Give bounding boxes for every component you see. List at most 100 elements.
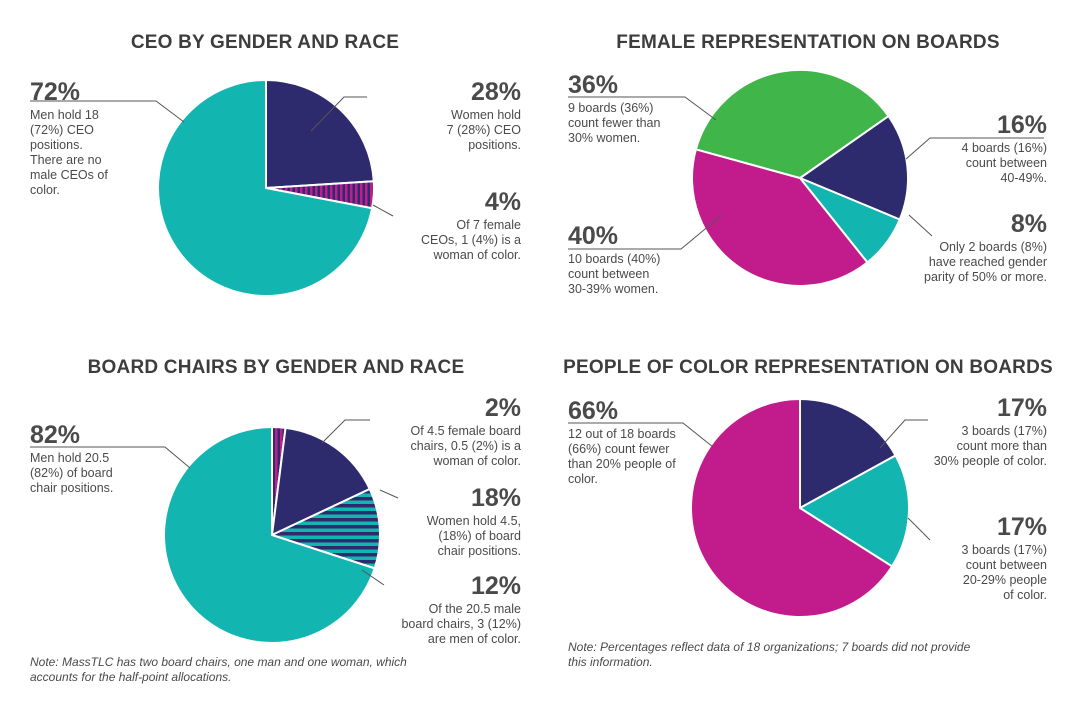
- slice-description-line: 12 out of 18 boards: [568, 427, 676, 441]
- leader-line: [568, 96, 717, 121]
- slice-label-2: 8% Only 2 boards (8%)have reached genderp…: [908, 210, 1047, 284]
- slice-percent: 16%: [997, 111, 1047, 139]
- slice-description-line: (72%) CEO: [30, 123, 94, 137]
- slice-description-line: count fewer than: [568, 116, 660, 130]
- slice-description-line: 7 (28%) CEO: [447, 123, 522, 137]
- leader-line: [321, 419, 370, 444]
- slice-label-3: 66% 12 out of 18 boards(66%) count fewert…: [568, 397, 714, 486]
- leader-line: [30, 100, 185, 123]
- slice-description-line: Men hold 20.5: [30, 451, 109, 465]
- slice-description-line: count between: [966, 558, 1047, 572]
- slice-description-line: 4 boards (16%): [962, 141, 1047, 155]
- chart-title: CEO BY GENDER AND RACE: [131, 32, 399, 53]
- slice-description-line: 30% people of color.: [934, 454, 1047, 468]
- pie-slice-1: [799, 398, 897, 509]
- slice-description-line: CEOs, 1 (4%) is a: [421, 233, 521, 247]
- slice-description-line: 20-29% people: [963, 573, 1047, 587]
- slice-percent: 82%: [30, 421, 80, 449]
- slice-description-line: chairs, 0.5 (2%) is a: [411, 439, 522, 453]
- slice-percent: 4%: [485, 188, 521, 216]
- slice-description-line: Men hold 18: [30, 108, 99, 122]
- slice-percent: 18%: [471, 484, 521, 512]
- leader-line: [30, 446, 191, 469]
- leader-line: [905, 137, 1044, 160]
- leader-line: [879, 419, 928, 449]
- pie-slice-2: [799, 454, 910, 568]
- slice-description-line: Of 7 female: [456, 218, 521, 232]
- slice-description-line: chair positions.: [438, 544, 521, 558]
- pie-chart-4: PEOPLE OF COLOR REPRESENTATION ON BOARDS…: [563, 357, 1053, 669]
- slice-description-line: of color.: [1003, 588, 1047, 602]
- leader-line: [372, 204, 394, 217]
- slice-description-line: color.: [30, 183, 60, 197]
- slice-description-line: (66%) count fewer: [568, 442, 669, 456]
- pie-slice-3: [691, 148, 869, 287]
- slice-description-line: board chairs, 3 (12%): [401, 617, 521, 631]
- pie-slice-1: [799, 115, 909, 221]
- pie-slice-3: [157, 79, 374, 297]
- chart-title: PEOPLE OF COLOR REPRESENTATION ON BOARDS: [563, 357, 1053, 378]
- slice-description-line: Women hold 4.5,: [427, 514, 521, 528]
- slice-description-line: Of the 20.5 male: [429, 602, 521, 616]
- slice-description-line: parity of 50% or more.: [924, 270, 1047, 284]
- slice-description-line: There are no: [30, 153, 102, 167]
- slice-description-line: count between: [568, 267, 649, 281]
- chart-note: accounts for the half-point allocations.: [30, 670, 231, 684]
- pie-slice-3: [271, 488, 381, 570]
- leader-line: [310, 96, 367, 132]
- pie-slice-3: [690, 398, 894, 618]
- leader-line: [907, 517, 931, 541]
- slice-description-line: woman of color.: [432, 248, 521, 262]
- slice-percent: 8%: [1011, 210, 1047, 238]
- leader-line: [908, 214, 933, 237]
- slice-description-line: 10 boards (40%): [568, 252, 660, 266]
- leader-line: [568, 422, 714, 448]
- slice-description-line: 30% women.: [568, 131, 640, 145]
- pie-slice-1: [265, 79, 375, 189]
- slice-description-line: woman of color.: [432, 454, 521, 468]
- chart-title: FEMALE REPRESENTATION ON BOARDS: [616, 32, 999, 53]
- slice-description-line: color.: [568, 472, 598, 486]
- slice-description-line: chair positions.: [30, 481, 113, 495]
- slice-description-line: Women hold: [451, 108, 521, 122]
- slice-percent: 66%: [568, 397, 618, 425]
- slice-description-line: count between: [966, 156, 1047, 170]
- pie-chart-2: FEMALE REPRESENTATION ON BOARDS 16% 4 boar…: [568, 32, 1047, 296]
- leader-line: [361, 569, 385, 586]
- chart-note: this information.: [568, 655, 653, 669]
- slice-description-line: count more than: [957, 439, 1047, 453]
- slice-description-line: 9 boards (36%): [568, 101, 653, 115]
- slice-description-line: male CEOs of: [30, 168, 108, 182]
- slice-description-line: 40-49%.: [1000, 171, 1047, 185]
- slice-description-line: (82%) of board: [30, 466, 113, 480]
- slice-description-line: 30-39% women.: [568, 282, 658, 296]
- slice-percent: 17%: [997, 394, 1047, 422]
- slice-percent: 40%: [568, 222, 618, 250]
- slice-description-line: positions.: [30, 138, 83, 152]
- slice-description-line: 3 boards (17%): [962, 424, 1047, 438]
- slice-description-line: 3 boards (17%): [962, 543, 1047, 557]
- slice-description-line: are men of color.: [428, 632, 521, 646]
- slice-percent: 72%: [30, 78, 80, 106]
- chart-note: Note: MassTLC has two board chairs, one …: [30, 655, 407, 669]
- slice-description-line: than 20% people of: [568, 457, 676, 471]
- slice-percent: 17%: [997, 513, 1047, 541]
- slice-percent: 28%: [471, 78, 521, 106]
- slice-description-line: positions.: [468, 138, 521, 152]
- slice-percent: 2%: [485, 394, 521, 422]
- slice-description-line: (18%) of board: [438, 529, 521, 543]
- leader-line: [379, 489, 399, 499]
- slice-percent: 12%: [471, 572, 521, 600]
- chart-title: BOARD CHAIRS BY GENDER AND RACE: [88, 357, 465, 378]
